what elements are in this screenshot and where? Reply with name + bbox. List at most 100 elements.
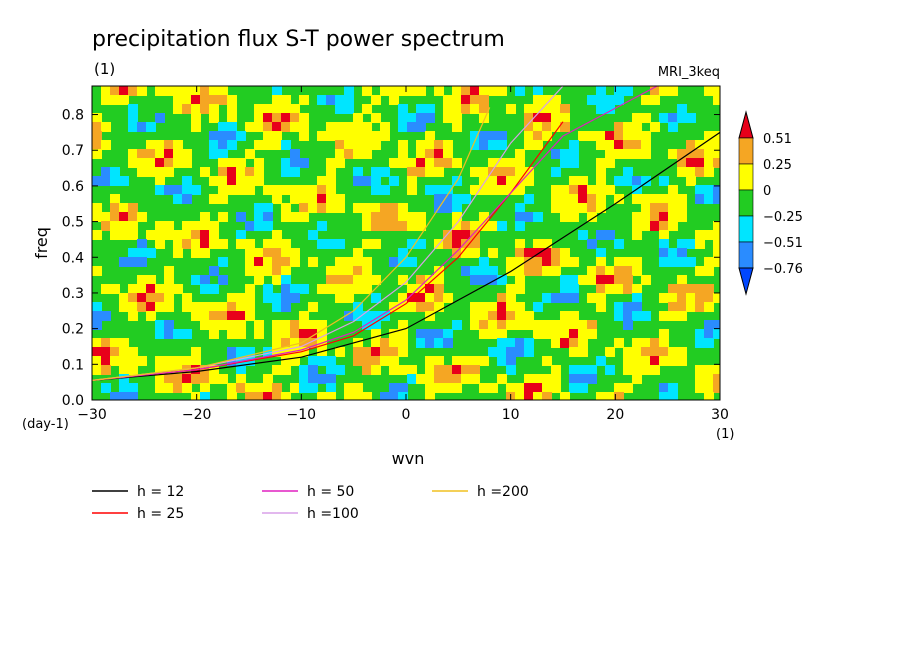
heat-cell <box>641 140 651 150</box>
heat-cell <box>119 221 129 231</box>
heat-cell <box>218 131 228 141</box>
heat-cell <box>587 185 597 195</box>
heat-cell <box>200 374 210 384</box>
heat-cell <box>398 329 408 339</box>
heat-cell <box>704 149 714 159</box>
heat-cell <box>326 392 336 400</box>
heat-cell <box>344 131 354 141</box>
heat-cell <box>695 293 705 303</box>
heat-cell <box>497 158 507 168</box>
heat-cell <box>587 203 597 213</box>
heat-cell <box>182 185 192 195</box>
legend-label: h = 12 <box>137 484 184 500</box>
heat-cell <box>335 293 345 303</box>
heat-cell <box>254 383 264 393</box>
heat-cell <box>164 374 174 384</box>
heat-cell <box>146 122 156 132</box>
heat-cell <box>488 311 498 321</box>
heat-cell <box>137 302 147 312</box>
heat-cell <box>668 113 678 123</box>
colorbar-bottom-arrow <box>738 267 754 296</box>
heat-cell <box>560 194 570 204</box>
heat-cell <box>614 149 624 159</box>
heat-cell <box>542 356 552 366</box>
heat-cell <box>569 212 579 222</box>
heat-cell <box>677 356 687 366</box>
heat-cell <box>263 374 273 384</box>
heat-cell <box>596 158 606 168</box>
heat-cell <box>128 104 138 114</box>
heat-cell <box>263 140 273 150</box>
heat-cell <box>569 140 579 150</box>
heat-cell <box>416 239 426 249</box>
heat-cell <box>506 338 516 348</box>
heat-cell <box>479 302 489 312</box>
heat-cell <box>479 383 489 393</box>
heat-cell <box>218 176 228 186</box>
heat-cell <box>452 374 462 384</box>
y-unit-label: (day-1) <box>22 417 69 432</box>
heat-cell <box>461 104 471 114</box>
heat-cell <box>326 95 336 105</box>
heat-cell <box>632 230 642 240</box>
heat-cell <box>398 158 408 168</box>
colorbar-segment <box>738 137 754 165</box>
heat-cell <box>506 302 516 312</box>
heat-cell <box>614 95 624 105</box>
heat-cell <box>218 149 228 159</box>
heat-cell <box>353 347 363 357</box>
heat-cell <box>281 392 291 400</box>
heat-cell <box>101 86 111 96</box>
heat-cell <box>713 86 720 96</box>
heat-cell <box>677 203 687 213</box>
heat-cell <box>290 104 300 114</box>
heat-cell <box>101 140 111 150</box>
heat-cell <box>110 167 120 177</box>
heat-cell <box>632 212 642 222</box>
heat-cell <box>488 248 498 258</box>
heat-cell <box>353 383 363 393</box>
heat-cell <box>704 302 714 312</box>
heat-cell <box>497 329 507 339</box>
heat-cell <box>191 248 201 258</box>
heat-cell <box>416 158 426 168</box>
heat-cell <box>227 176 237 186</box>
heat-cell <box>263 293 273 303</box>
heat-cell <box>155 320 165 330</box>
heat-cell <box>434 293 444 303</box>
heat-cell <box>272 248 282 258</box>
heat-cell <box>326 239 336 249</box>
x-tick-label: 20 <box>606 407 624 423</box>
heat-cell <box>695 194 705 204</box>
heat-cell <box>128 212 138 222</box>
heat-cell <box>524 338 534 348</box>
heat-cell <box>632 221 642 231</box>
heat-cell <box>569 257 579 267</box>
heat-cell <box>308 203 318 213</box>
heat-cell <box>326 365 336 375</box>
heat-cell <box>227 293 237 303</box>
heat-cell <box>227 392 237 400</box>
heat-cell <box>344 293 354 303</box>
heat-cell <box>236 374 246 384</box>
heat-cell <box>434 284 444 294</box>
heat-cell <box>155 185 165 195</box>
heat-cell <box>173 149 183 159</box>
colorbar-segment <box>738 163 754 191</box>
heat-cell <box>119 338 129 348</box>
heat-cell <box>326 185 336 195</box>
heat-cell <box>155 176 165 186</box>
y-tick-label: 0.6 <box>62 179 84 195</box>
heat-cell <box>362 86 372 96</box>
heat-cell <box>299 185 309 195</box>
heat-cell <box>614 338 624 348</box>
heat-cell <box>506 167 516 177</box>
heat-cell <box>281 257 291 267</box>
heat-cell <box>560 392 570 400</box>
heat-cell <box>146 284 156 294</box>
heat-cell <box>650 194 660 204</box>
heat-cell <box>119 230 129 240</box>
heat-cell <box>191 347 201 357</box>
heat-cell <box>596 275 606 285</box>
heat-cell <box>92 311 102 321</box>
